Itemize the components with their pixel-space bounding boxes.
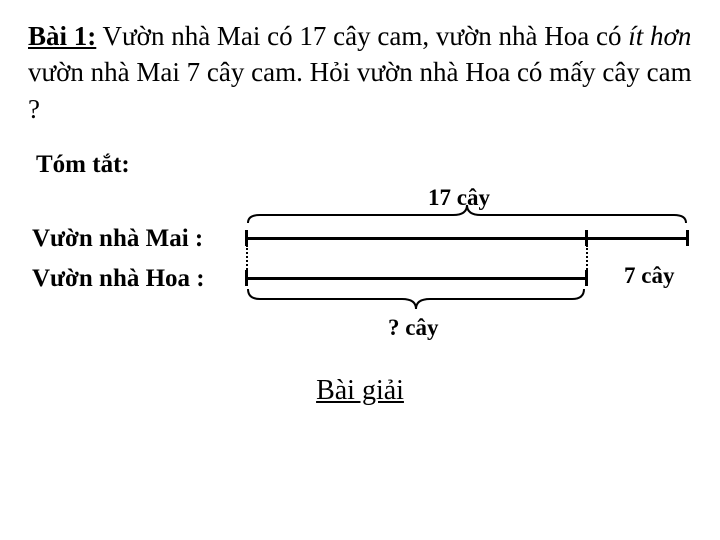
summary-title: Tóm tắt: bbox=[36, 151, 692, 179]
bottom-value-label: ? cây bbox=[388, 315, 438, 341]
top-value-label: 17 cây bbox=[428, 185, 490, 211]
bar-hoa bbox=[246, 277, 586, 280]
bar-mai-tick-end bbox=[686, 230, 689, 246]
problem-text: Bài 1: Vườn nhà Mai có 17 cây cam, vườn … bbox=[28, 18, 692, 127]
problem-part2: vườn nhà Mai 7 cây cam. Hỏi vườn nhà Hoa… bbox=[28, 57, 692, 123]
bar-mai-tick-mid bbox=[585, 230, 588, 246]
solution-title: Bài giải bbox=[28, 375, 692, 407]
row2-label: Vườn nhà Hoa : bbox=[32, 265, 205, 293]
problem-part1: Vườn nhà Mai có 17 cây cam, vườn nhà Hoa… bbox=[96, 21, 628, 51]
bar-mai-tick-start bbox=[245, 230, 248, 246]
bar-hoa-tick-start bbox=[245, 270, 248, 286]
row1-label: Vườn nhà Mai : bbox=[32, 225, 203, 253]
right-value-label: 7 cây bbox=[624, 263, 674, 289]
bar-mai bbox=[246, 237, 688, 240]
brace-bottom bbox=[246, 287, 586, 313]
tape-diagram: 17 cây Vườn nhà Mai : Vườn nhà Hoa : 7 c… bbox=[28, 191, 692, 371]
bar-hoa-tick-end bbox=[585, 270, 588, 286]
problem-title: Bài 1: bbox=[28, 21, 96, 51]
problem-italic: ít hơn bbox=[628, 21, 691, 51]
